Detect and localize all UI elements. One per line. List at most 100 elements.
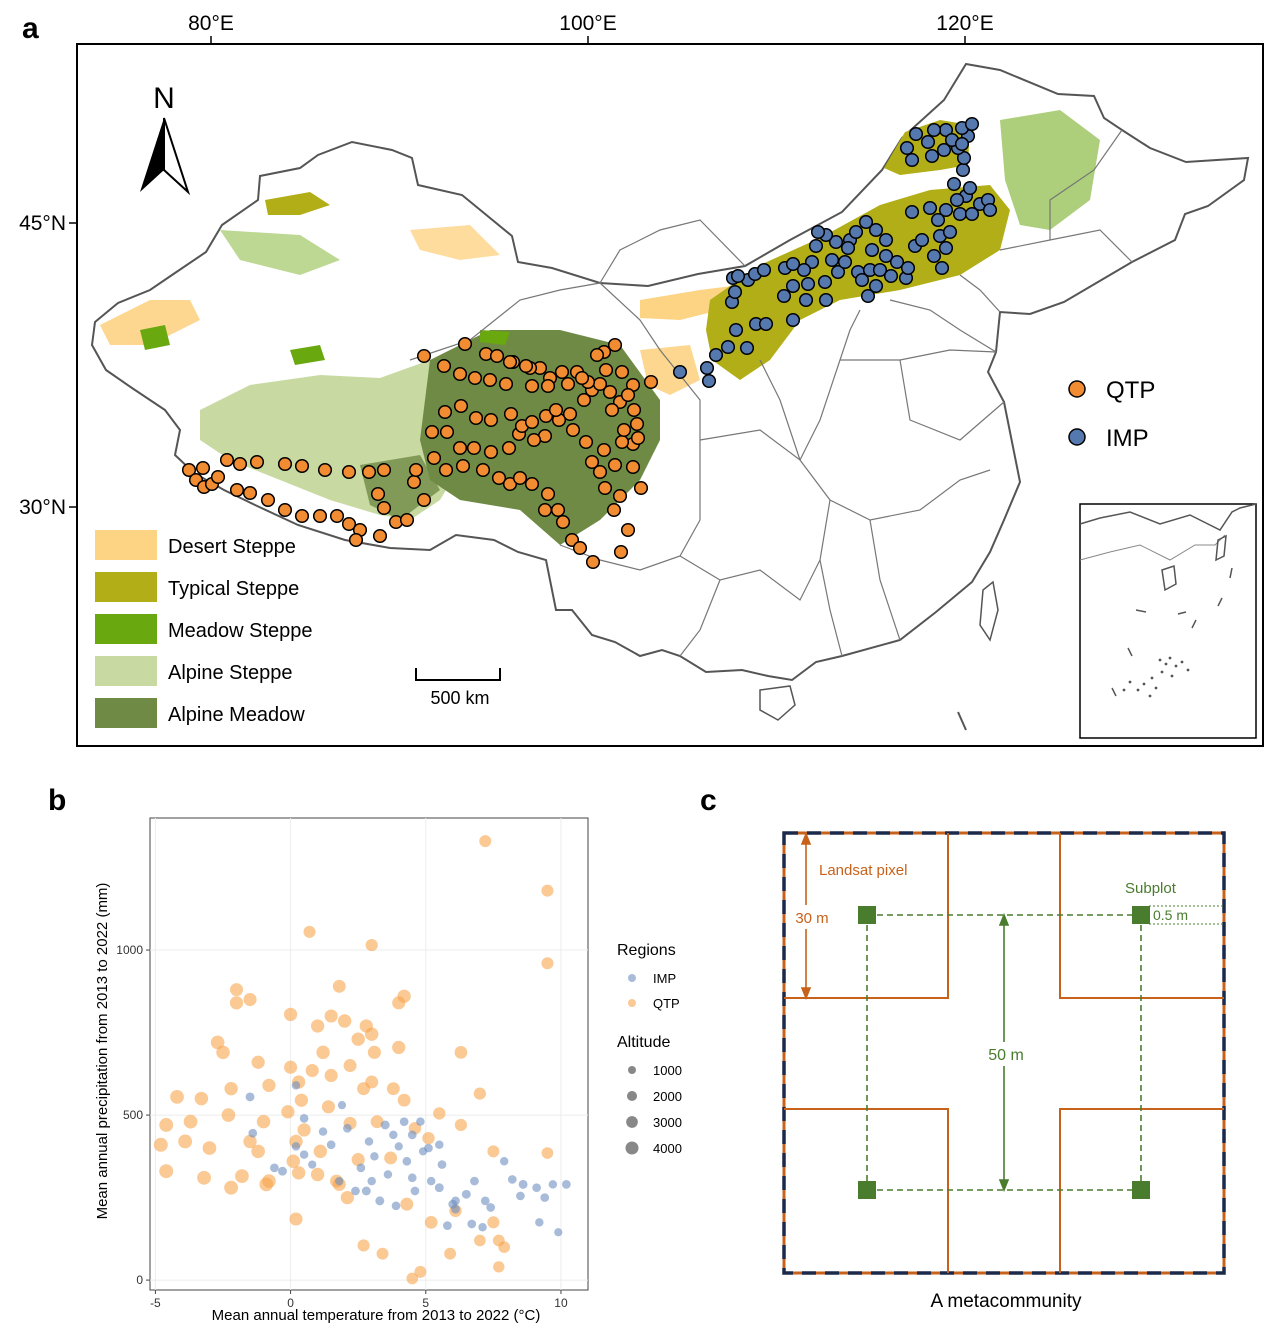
qtp-site — [452, 366, 468, 382]
data-point-qtp — [210, 1035, 225, 1050]
data-point-imp — [435, 1140, 444, 1150]
data-point-qtp — [487, 1145, 500, 1158]
qtp-site — [489, 348, 505, 364]
data-point-imp — [554, 1228, 563, 1237]
imp-site — [964, 116, 980, 132]
data-point-qtp — [392, 1040, 406, 1055]
x-tick-label: 10 — [554, 1296, 568, 1310]
data-point-qtp — [310, 1167, 325, 1182]
data-point-imp — [299, 1150, 309, 1159]
legend-regions-title: Regions — [617, 942, 676, 959]
qtp-site — [630, 430, 646, 446]
data-point-imp — [351, 1186, 360, 1196]
imp-site — [848, 224, 864, 240]
qtp-site — [614, 364, 630, 380]
imp-site — [955, 162, 971, 178]
qtp-site — [467, 370, 483, 386]
legend-qtp-label: QTP — [1106, 377, 1155, 404]
qtp-site — [406, 474, 422, 490]
imp-site — [922, 200, 938, 216]
legend-imp-marker — [1068, 428, 1086, 446]
qtp-site — [572, 540, 588, 556]
data-point-imp — [548, 1180, 558, 1189]
qtp-site — [453, 398, 469, 414]
data-point-qtp — [294, 1093, 309, 1107]
legend-altitude-label: 4000 — [653, 1141, 682, 1156]
qtp-site — [616, 422, 632, 438]
meadow-steppe-area-4 — [290, 345, 325, 365]
imp-site-markers — [672, 116, 998, 389]
qtp-site — [604, 402, 620, 418]
data-point-imp — [291, 1081, 301, 1090]
data-point-imp — [291, 1142, 301, 1151]
qtp-site — [329, 508, 345, 524]
qtp-site — [562, 406, 578, 422]
y-tick-label: 500 — [123, 1108, 143, 1122]
imp-site — [962, 180, 978, 196]
imp-site — [868, 222, 884, 238]
data-point-imp — [270, 1163, 279, 1173]
data-point-qtp — [324, 1009, 338, 1023]
data-point-imp — [467, 1219, 477, 1229]
data-point-qtp — [316, 1045, 330, 1060]
dimension-05m-label: 0.5 m — [1153, 907, 1188, 923]
imp-site — [942, 224, 958, 240]
y-tick-label: 1000 — [116, 943, 143, 957]
legend-alpine-meadow-swatch — [95, 698, 157, 728]
data-point-imp — [337, 1101, 347, 1110]
dim-30-label-bg — [791, 905, 833, 929]
landsat-pixel-bottom-right — [1059, 1108, 1224, 1273]
imp-site — [758, 316, 774, 332]
qtp-site — [524, 414, 540, 430]
x-tick-label: 0 — [287, 1296, 294, 1310]
vegetation-legend: Desert Steppe Typical Steppe Meadow Step… — [95, 530, 313, 728]
data-point-imp — [443, 1221, 452, 1230]
data-point-qtp — [384, 1151, 398, 1165]
qtp-site — [629, 416, 645, 432]
data-point-qtp — [357, 1239, 370, 1252]
data-point-qtp — [194, 1091, 209, 1106]
qtp-site — [554, 364, 570, 380]
data-point-qtp — [230, 983, 244, 997]
panel-label-c: c — [700, 784, 717, 817]
taiwan-island — [979, 580, 999, 642]
legend-desert-steppe-label: Desert Steppe — [168, 536, 296, 558]
data-point-imp — [434, 1183, 444, 1193]
data-point-qtp — [256, 1114, 271, 1129]
qtp-site — [565, 422, 581, 438]
imp-site — [938, 240, 954, 256]
imp-site — [868, 278, 884, 294]
data-point-qtp — [305, 1063, 319, 1078]
qtp-site — [574, 370, 590, 386]
data-point-qtp — [221, 1108, 236, 1122]
qtp-site — [181, 462, 197, 478]
landsat-pixel-bottom-left — [784, 1108, 949, 1273]
imp-site — [920, 134, 936, 150]
imp-site — [720, 339, 736, 355]
legend-region-qtp-dot — [628, 999, 636, 1007]
qtp-site — [468, 410, 484, 426]
imp-site — [785, 278, 801, 294]
qtp-site — [452, 440, 468, 456]
data-point-qtp — [340, 1190, 354, 1205]
dimension-05m-marker — [1149, 905, 1224, 925]
data-point-qtp — [397, 1093, 411, 1107]
lon-tick-100: 100°E — [559, 12, 616, 35]
imp-site — [946, 176, 962, 192]
qtp-site — [501, 440, 517, 456]
imp-site — [930, 212, 946, 228]
qtp-site — [540, 378, 556, 394]
data-point-imp — [402, 1156, 412, 1166]
qtp-site — [584, 454, 600, 470]
data-point-imp — [367, 1176, 376, 1186]
qtp-site — [437, 404, 453, 420]
data-point-qtp — [332, 979, 346, 993]
y-tick-label: 0 — [136, 1273, 143, 1287]
sampling-design-diagram: 50 m 30 m Landsat pixel Subplot 0.5 m A … — [782, 831, 1226, 1312]
data-point-qtp — [324, 1068, 338, 1083]
qtp-site — [416, 348, 432, 364]
qtp-site — [625, 459, 641, 475]
imp-site — [889, 254, 905, 270]
qtp-site — [482, 372, 498, 388]
imp-site — [864, 242, 880, 258]
